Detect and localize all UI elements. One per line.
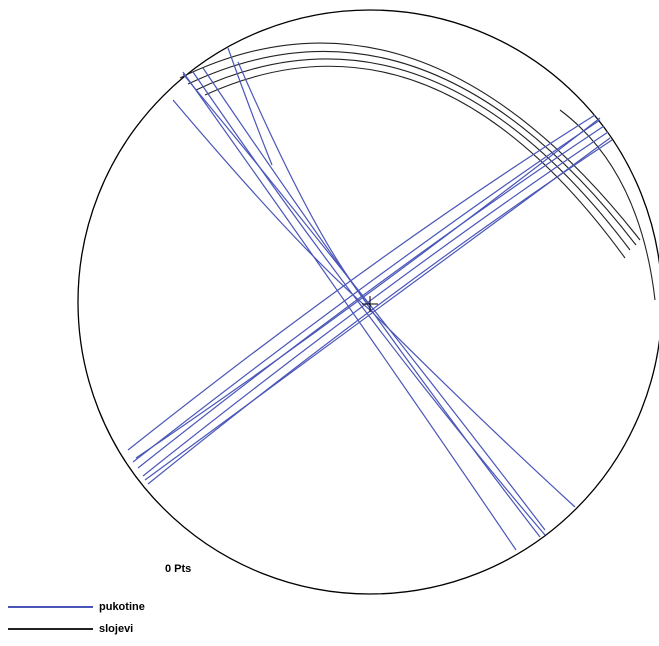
pukotine-arc	[227, 47, 273, 166]
pukotine-arc	[192, 71, 546, 536]
pukotine-arc	[142, 131, 609, 477]
legend-item-slojevi: slojevi	[8, 618, 145, 640]
pukotine-arc	[369, 309, 576, 508]
slojevi-arc	[204, 65, 626, 259]
pukotine-arc	[137, 125, 605, 469]
center-mark	[362, 296, 378, 312]
legend-label-pukotine: pukotine	[99, 601, 145, 613]
slojevi-great-circles	[179, 42, 656, 301]
pukotine-arc	[127, 114, 596, 451]
legend-label-slojevi: slojevi	[99, 623, 134, 635]
legend-swatch-slojevi	[8, 628, 93, 630]
pukotine-arc	[237, 61, 371, 306]
pukotine-arc	[172, 99, 371, 311]
pukotine-arc	[182, 73, 546, 531]
slojevi-arc	[179, 42, 641, 241]
pukotine-arc	[182, 71, 517, 551]
pukotine-arc	[144, 137, 611, 481]
pukotine-arc	[202, 67, 541, 538]
pukotine-nw-se-set	[172, 47, 576, 551]
point-count-label: 0 Pts	[165, 563, 192, 575]
pukotine-arc	[135, 117, 601, 459]
legend: pukotine slojevi	[8, 596, 145, 640]
pukotine-arc	[147, 139, 613, 485]
slojevi-arc	[195, 58, 631, 251]
legend-item-pukotine: pukotine	[8, 596, 145, 618]
pukotine-sw-ne-set	[127, 114, 613, 485]
pukotine-arc	[132, 119, 601, 463]
legend-swatch-pukotine	[8, 606, 93, 608]
primitive-circle	[77, 9, 659, 595]
slojevi-arc	[187, 50, 637, 246]
